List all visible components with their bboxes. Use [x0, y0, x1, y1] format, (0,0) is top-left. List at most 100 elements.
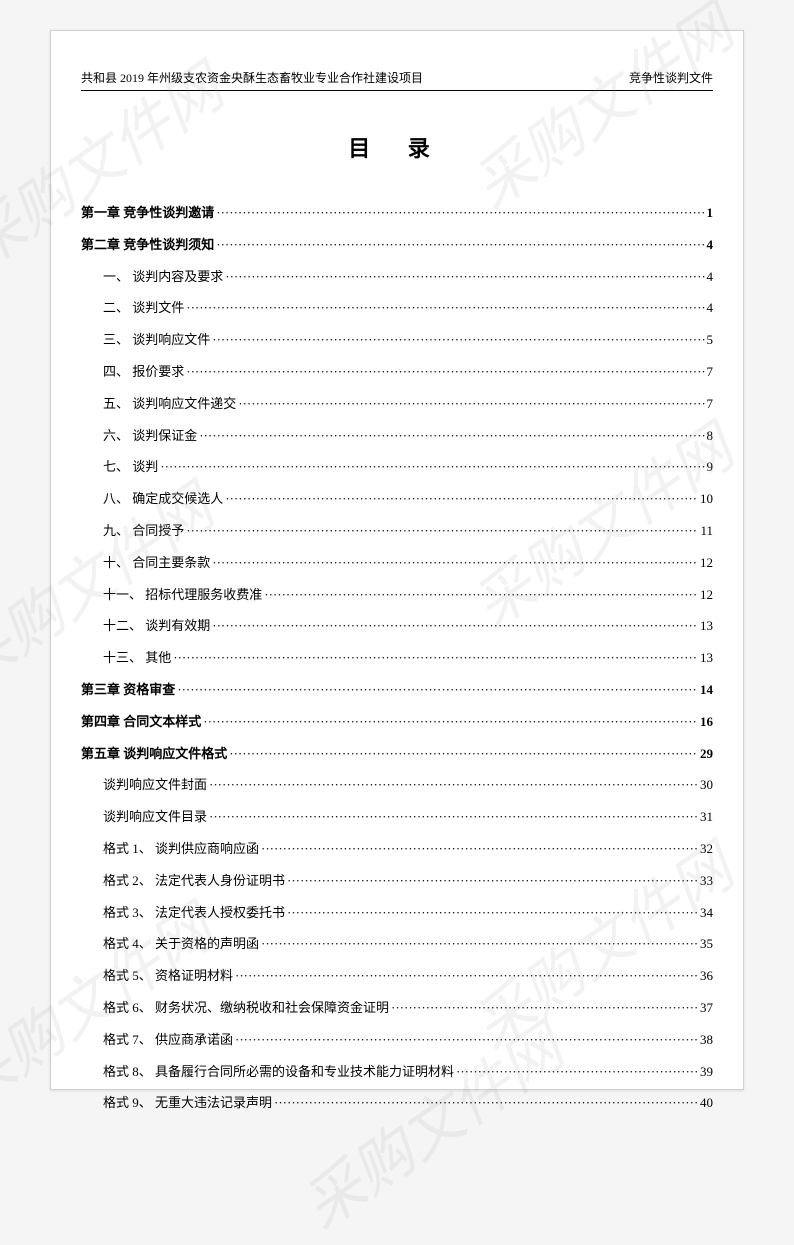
toc-leader-dots: ········································…	[391, 998, 698, 1019]
toc-leader-dots: ········································…	[160, 457, 704, 478]
toc-leader-dots: ········································…	[212, 553, 698, 574]
toc-item: 格式 5、 资格证明材料····························…	[81, 966, 713, 987]
toc-item: 一、 谈判内容及要求······························…	[81, 267, 713, 288]
toc-item: 八、 确定成交候选人······························…	[81, 489, 713, 510]
toc-leader-dots: ········································…	[199, 426, 704, 447]
toc-leader-dots: ········································…	[216, 203, 704, 224]
toc-item: 格式 7、 供应商承诺函····························…	[81, 1030, 713, 1051]
toc-label: 七、 谈判	[103, 457, 158, 478]
toc-label: 第四章 合同文本样式	[81, 712, 201, 733]
toc-leader-dots: ········································…	[212, 616, 698, 637]
toc-item: 第一章 竞争性谈判邀请·····························…	[81, 203, 713, 224]
toc-label: 谈判响应文件封面	[103, 775, 207, 796]
toc-item: 四、 报价要求·································…	[81, 362, 713, 383]
toc-label: 一、 谈判内容及要求	[103, 267, 223, 288]
toc-label: 八、 确定成交候选人	[103, 489, 223, 510]
toc-label: 三、 谈判响应文件	[103, 330, 210, 351]
toc-leader-dots: ········································…	[203, 712, 698, 733]
toc-leader-dots: ········································…	[287, 903, 698, 924]
toc-leader-dots: ········································…	[229, 744, 698, 765]
toc-page-number: 33	[700, 871, 713, 892]
toc-leader-dots: ········································…	[212, 330, 704, 351]
toc-leader-dots: ········································…	[261, 934, 698, 955]
toc-label: 五、 谈判响应文件递交	[103, 394, 236, 415]
page-title: 目 录	[81, 131, 713, 163]
toc-item: 五、 谈判响应文件递交·····························…	[81, 394, 713, 415]
toc-page-number: 16	[700, 712, 713, 733]
toc-page-number: 14	[700, 680, 713, 701]
toc-page-number: 40	[700, 1093, 713, 1114]
toc-page-number: 9	[707, 457, 714, 478]
toc-page-number: 13	[700, 616, 713, 637]
toc-leader-dots: ········································…	[456, 1062, 698, 1083]
toc-page-number: 32	[700, 839, 713, 860]
toc-item: 格式 8、 具备履行合同所必需的设备和专业技术能力证明材料···········…	[81, 1062, 713, 1083]
toc-item: 七、 谈判···································…	[81, 457, 713, 478]
toc-page-number: 5	[707, 330, 714, 351]
toc-label: 格式 5、 资格证明材料	[103, 966, 233, 987]
toc-page-number: 30	[700, 775, 713, 796]
toc-label: 第二章 竞争性谈判须知	[81, 235, 214, 256]
toc-label: 十一、 招标代理服务收费准	[103, 585, 262, 606]
toc-page-number: 34	[700, 903, 713, 924]
toc-item: 格式 6、 财务状况、缴纳税收和社会保障资金证明················…	[81, 998, 713, 1019]
toc-page-number: 37	[700, 998, 713, 1019]
toc-label: 格式 9、 无重大违法记录声明	[103, 1093, 272, 1114]
toc-item: 谈判响应文件目录································…	[81, 807, 713, 828]
toc-leader-dots: ········································…	[235, 966, 698, 987]
toc-leader-dots: ········································…	[216, 235, 704, 256]
toc-item: 六、 谈判保证金································…	[81, 426, 713, 447]
toc-list: 第一章 竞争性谈判邀请·····························…	[81, 203, 713, 1114]
toc-label: 六、 谈判保证金	[103, 426, 197, 447]
toc-label: 第五章 谈判响应文件格式	[81, 744, 227, 765]
page-container: 共和县 2019 年州级支农资金央酥生态畜牧业专业合作社建设项目 竞争性谈判文件…	[50, 30, 744, 1090]
toc-label: 四、 报价要求	[103, 362, 184, 383]
toc-page-number: 1	[707, 203, 714, 224]
toc-item: 十一、 招标代理服务收费准···························…	[81, 585, 713, 606]
toc-leader-dots: ········································…	[225, 489, 698, 510]
toc-label: 格式 4、 关于资格的声明函	[103, 934, 259, 955]
toc-item: 二、 谈判文件·································…	[81, 298, 713, 319]
toc-leader-dots: ········································…	[235, 1030, 698, 1051]
toc-label: 第三章 资格审查	[81, 680, 175, 701]
toc-page-number: 13	[700, 648, 713, 669]
toc-leader-dots: ········································…	[225, 267, 704, 288]
toc-label: 九、 合同授予	[103, 521, 184, 542]
header-right: 竞争性谈判文件	[629, 69, 713, 86]
toc-page-number: 29	[700, 744, 713, 765]
toc-label: 十二、 谈判有效期	[103, 616, 210, 637]
toc-page-number: 38	[700, 1030, 713, 1051]
toc-page-number: 11	[700, 521, 713, 542]
toc-label: 二、 谈判文件	[103, 298, 184, 319]
toc-page-number: 12	[700, 553, 713, 574]
toc-item: 十二、 谈判有效期·······························…	[81, 616, 713, 637]
toc-leader-dots: ········································…	[238, 394, 704, 415]
toc-item: 格式 2、 法定代表人身份证明书························…	[81, 871, 713, 892]
toc-leader-dots: ········································…	[264, 585, 698, 606]
toc-leader-dots: ········································…	[274, 1093, 698, 1114]
toc-leader-dots: ········································…	[209, 807, 698, 828]
toc-label: 格式 8、 具备履行合同所必需的设备和专业技术能力证明材料	[103, 1062, 454, 1083]
toc-page-number: 8	[707, 426, 714, 447]
toc-item: 十、 合同主要条款·······························…	[81, 553, 713, 574]
toc-item: 第二章 竞争性谈判须知·····························…	[81, 235, 713, 256]
toc-page-number: 10	[700, 489, 713, 510]
toc-page-number: 7	[707, 362, 714, 383]
toc-leader-dots: ········································…	[261, 839, 698, 860]
toc-page-number: 4	[707, 267, 714, 288]
header-left: 共和县 2019 年州级支农资金央酥生态畜牧业专业合作社建设项目	[81, 69, 423, 86]
toc-page-number: 39	[700, 1062, 713, 1083]
toc-item: 第四章 合同文本样式······························…	[81, 712, 713, 733]
toc-label: 格式 7、 供应商承诺函	[103, 1030, 233, 1051]
toc-page-number: 4	[707, 298, 714, 319]
toc-label: 十三、 其他	[103, 648, 171, 669]
toc-label: 十、 合同主要条款	[103, 553, 210, 574]
toc-page-number: 7	[707, 394, 714, 415]
toc-item: 十三、 其他··································…	[81, 648, 713, 669]
toc-label: 格式 3、 法定代表人授权委托书	[103, 903, 285, 924]
toc-item: 谈判响应文件封面································…	[81, 775, 713, 796]
toc-item: 格式 4、 关于资格的声明函··························…	[81, 934, 713, 955]
toc-leader-dots: ········································…	[173, 648, 698, 669]
toc-item: 格式 1、 谈判供应商响应函··························…	[81, 839, 713, 860]
toc-item: 第五章 谈判响应文件格式····························…	[81, 744, 713, 765]
